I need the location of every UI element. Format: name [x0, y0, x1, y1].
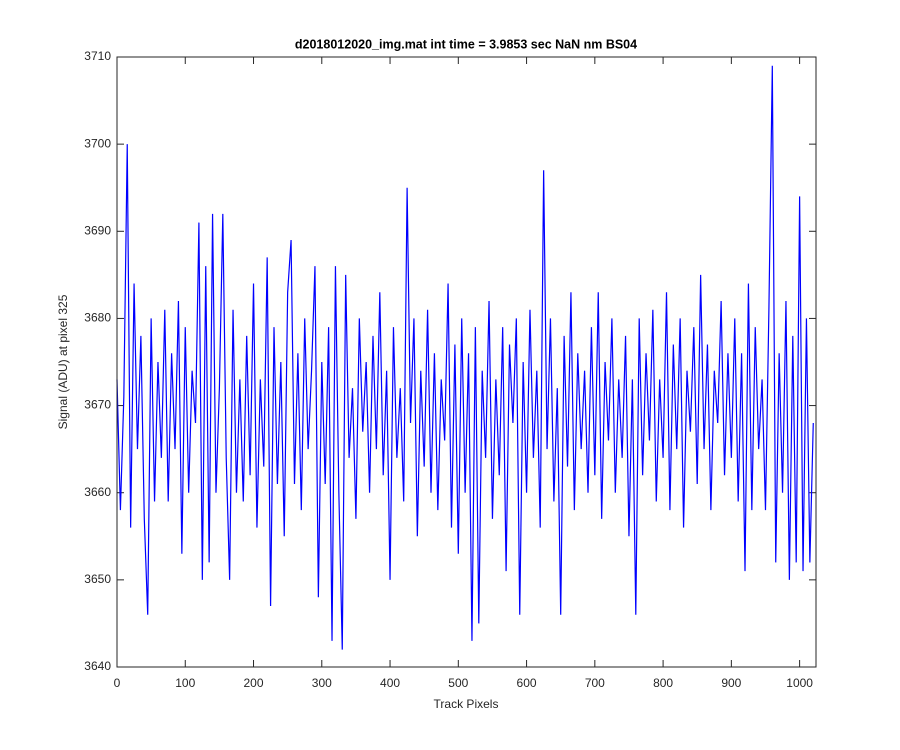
- y-axis-label: Signal (ADU) at pixel 325: [56, 294, 70, 429]
- x-tick-label: 900: [721, 676, 741, 690]
- y-tick-label: 3690: [84, 223, 111, 237]
- x-axis-label: Track Pixels: [434, 697, 499, 711]
- y-tick-label: 3650: [84, 572, 111, 586]
- y-tick-label: 3700: [84, 136, 111, 150]
- x-tick-label: 500: [448, 676, 468, 690]
- y-tick-label: 3640: [84, 659, 111, 673]
- x-tick-label: 200: [244, 676, 264, 690]
- y-tick-label: 3710: [84, 49, 111, 63]
- x-tick-label: 800: [653, 676, 673, 690]
- y-tick-label: 3660: [84, 485, 111, 499]
- x-tick-label: 1000: [786, 676, 813, 690]
- chart-title: d2018012020_img.mat int time = 3.9853 se…: [295, 37, 637, 51]
- y-tick-label: 3680: [84, 311, 111, 325]
- x-tick-label: 700: [585, 676, 605, 690]
- plot-area: [117, 57, 816, 667]
- x-tick-label: 600: [517, 676, 537, 690]
- x-tick-label: 300: [312, 676, 332, 690]
- x-tick-label: 0: [114, 676, 121, 690]
- y-tick-label: 3670: [84, 398, 111, 412]
- axes-box: [116, 56, 817, 668]
- x-tick-label: 400: [380, 676, 400, 690]
- x-tick-label: 100: [175, 676, 195, 690]
- data-line: [116, 65, 814, 650]
